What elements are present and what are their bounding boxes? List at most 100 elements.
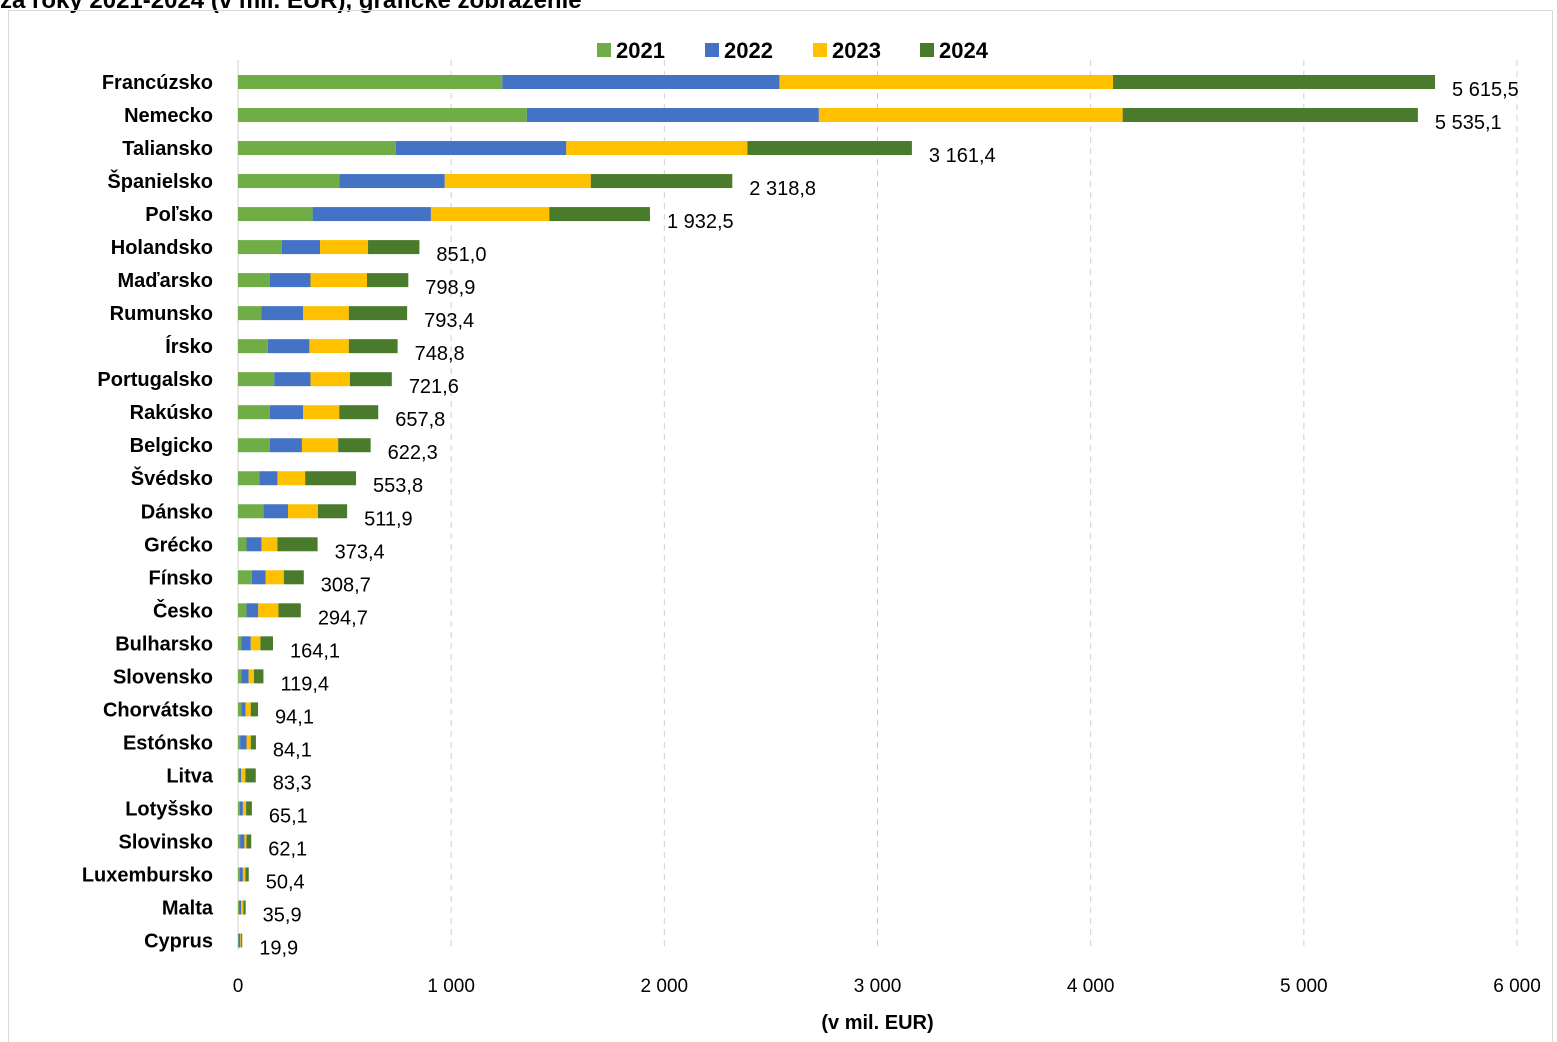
bar-segment <box>240 801 243 815</box>
bar-segment <box>243 867 246 881</box>
total-label: 3 161,4 <box>929 145 996 167</box>
total-label: 62,1 <box>268 838 307 860</box>
bar-segment <box>310 372 349 386</box>
total-label: 5 615,5 <box>1452 79 1519 101</box>
bar-segment <box>241 768 245 782</box>
x-tick-label: 2 000 <box>641 976 689 997</box>
category-label: Taliansko <box>122 138 213 160</box>
x-tick-labels: 0 1 000 2 000 3 000 4 000 5 000 6 000 <box>233 976 1541 997</box>
category-label: Malta <box>162 898 214 920</box>
category-label: Slovensko <box>113 666 213 688</box>
bar-segment <box>238 306 261 320</box>
bar-segment <box>445 174 591 188</box>
bar-segment <box>338 438 370 452</box>
category-labels: Francúzsko Nemecko Taliansko Španielsko Poľs… <box>82 72 214 953</box>
total-label: 65,1 <box>269 805 308 827</box>
bar-segment <box>303 405 339 419</box>
total-label: 851,0 <box>436 244 486 266</box>
category-label: Grécko <box>144 534 213 556</box>
bar-segment <box>247 834 252 848</box>
bar-segment <box>238 240 282 254</box>
bar-segment <box>339 405 378 419</box>
total-label: 19,9 <box>259 938 298 960</box>
bar-segment <box>320 240 368 254</box>
bar-segment <box>246 801 252 815</box>
bar-segment <box>284 570 304 584</box>
bar-segment <box>245 867 248 881</box>
bar-segment <box>266 570 284 584</box>
category-label: Cyprus <box>144 931 213 953</box>
bar-segment <box>303 306 349 320</box>
bar-segment <box>238 636 241 650</box>
total-label: 793,4 <box>424 310 474 332</box>
bar-segment <box>238 471 259 485</box>
bar-segment <box>260 636 273 650</box>
x-tick-label: 4 000 <box>1067 976 1115 997</box>
bar-segment <box>245 702 250 716</box>
bar-segment <box>238 702 241 716</box>
bar-segment <box>240 735 246 749</box>
bar-segment <box>238 438 270 452</box>
total-label: 748,8 <box>415 343 465 365</box>
bar-segment <box>245 768 255 782</box>
bar-segment <box>270 405 303 419</box>
category-label: Bulharsko <box>115 633 213 655</box>
total-label: 622,3 <box>388 442 438 464</box>
bar-segment <box>274 372 310 386</box>
category-label: Portugalsko <box>97 369 213 391</box>
bar-segment <box>396 141 567 155</box>
category-label: Španielsko <box>107 169 213 193</box>
x-tick-label: 1 000 <box>427 976 475 997</box>
bar-segment <box>268 339 310 353</box>
bar-segment <box>261 537 277 551</box>
category-label: Maďarsko <box>117 270 213 292</box>
category-label: Luxembursko <box>82 864 213 886</box>
bar-segment <box>258 603 278 617</box>
bar-segment <box>241 669 248 683</box>
bar-segment <box>240 867 243 881</box>
category-label: Holandsko <box>111 237 213 259</box>
category-label: Poľsko <box>145 204 213 226</box>
bar-segment <box>261 306 303 320</box>
bar-segment <box>238 108 527 122</box>
total-label: 294,7 <box>318 607 368 629</box>
bar-segment <box>251 735 256 749</box>
bar-segment <box>238 273 270 287</box>
bar-segment <box>302 438 338 452</box>
bar-segment <box>527 108 819 122</box>
category-label: Fínsko <box>149 567 213 589</box>
bar-segment <box>288 504 318 518</box>
bar-segment <box>431 207 549 221</box>
total-label: 50,4 <box>266 871 305 893</box>
legend-swatch <box>597 43 611 57</box>
legend-swatch <box>705 43 719 57</box>
category-label: Litva <box>166 765 214 787</box>
category-label: Dánsko <box>141 501 213 523</box>
bar-segment <box>367 273 408 287</box>
category-label: Írsko <box>165 335 213 358</box>
bar-segment <box>591 174 733 188</box>
category-label: Estónsko <box>123 732 213 754</box>
category-label: Lotyšsko <box>125 798 213 820</box>
bar-segment <box>313 207 431 221</box>
bar-segment <box>251 702 258 716</box>
total-label: 94,1 <box>275 706 314 728</box>
bar-segment <box>238 207 313 221</box>
bar-segment <box>277 537 317 551</box>
total-label: 35,9 <box>263 905 302 927</box>
bar-segment <box>318 504 347 518</box>
bar-segment <box>549 207 650 221</box>
legend-label: 2024 <box>939 38 989 63</box>
bar-segment <box>1113 75 1435 89</box>
bar-segment <box>238 801 240 815</box>
bar-segment <box>241 934 242 948</box>
legend: 2021 2022 2023 2024 <box>597 38 989 63</box>
bar-segment <box>238 669 241 683</box>
bar-segment <box>239 901 241 915</box>
bar-segment <box>247 735 251 749</box>
bar-segment <box>254 669 263 683</box>
bar-segment <box>238 339 268 353</box>
bar-segment <box>277 471 305 485</box>
gridlines <box>238 60 1517 950</box>
